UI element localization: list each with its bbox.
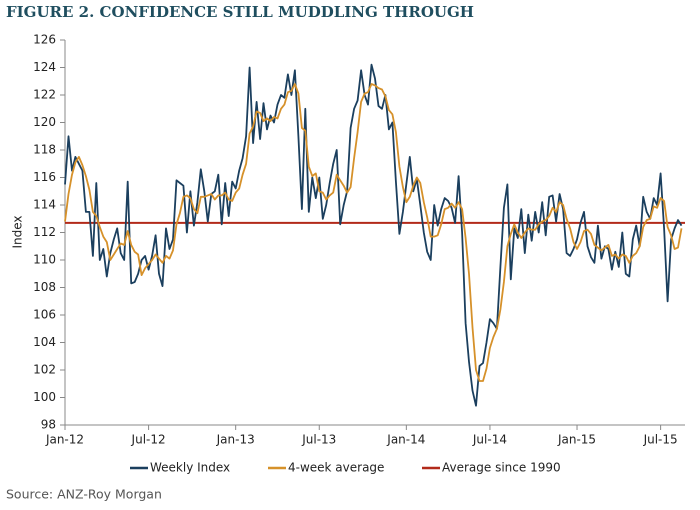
x-tick-label: Jan-14 xyxy=(386,433,425,447)
series-line xyxy=(64,63,683,407)
y-tick-label: 102 xyxy=(33,363,56,377)
x-tick-label: Jul-14 xyxy=(472,433,507,447)
y-tick-label: 110 xyxy=(33,253,56,267)
series-line xyxy=(64,83,683,382)
x-tick-label: Jan-13 xyxy=(216,433,255,447)
y-tick-label: 98 xyxy=(41,418,56,432)
x-tick-label: Jul-15 xyxy=(643,433,678,447)
x-tick-label: Jan-12 xyxy=(45,433,84,447)
y-tick-label: 108 xyxy=(33,280,56,294)
y-tick-label: 114 xyxy=(33,198,56,212)
legend-label: 4-week average xyxy=(288,461,384,475)
y-tick-label: 112 xyxy=(33,225,56,239)
x-tick-label: Jul-12 xyxy=(131,433,166,447)
chart-title: FIGURE 2. CONFIDENCE STILL MUDDLING THRO… xyxy=(6,3,474,21)
y-tick-label: 122 xyxy=(33,88,56,102)
legend-label: Weekly Index xyxy=(150,461,230,475)
y-tick-label: 100 xyxy=(33,390,56,404)
y-tick-label: 104 xyxy=(33,335,56,349)
y-tick-label: 106 xyxy=(33,308,56,322)
y-tick-label: 124 xyxy=(33,60,56,74)
x-tick-label: Jul-13 xyxy=(301,433,336,447)
source: Source: ANZ-Roy Morgan xyxy=(6,487,162,502)
y-axis-label: Index xyxy=(11,215,25,248)
y-tick-label: 120 xyxy=(33,115,56,129)
x-tick-label: Jan-15 xyxy=(557,433,596,447)
legend-label: Average since 1990 xyxy=(442,461,561,475)
y-tick-label: 116 xyxy=(33,170,56,184)
y-tick-label: 118 xyxy=(33,143,56,157)
y-tick-label: 126 xyxy=(33,33,56,47)
